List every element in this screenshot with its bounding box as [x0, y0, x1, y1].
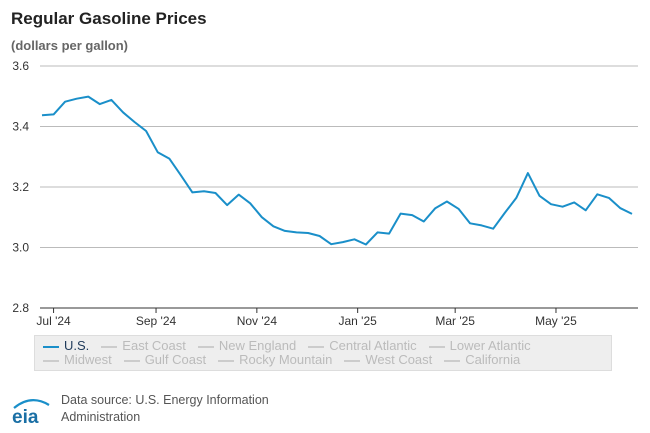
- line-chart: 2.8 3.0 3.2 3.4 3.6 Jul '24 Sep '24 Nov '24 Jan …: [12, 59, 638, 328]
- legend-swatch-icon: [218, 359, 235, 362]
- y-tick-label: 3.6: [12, 59, 29, 73]
- legend-label: New England: [218, 338, 297, 353]
- legend-label: Gulf Coast: [144, 352, 207, 367]
- legend-item-california[interactable]: California: [444, 353, 520, 367]
- y-tick-label: 3.0: [12, 241, 29, 255]
- legend-label: Central Atlantic: [329, 338, 417, 353]
- legend-swatch-icon: [123, 359, 140, 362]
- legend-item-gulf-coast[interactable]: Gulf Coast: [123, 352, 207, 367]
- legend-swatch-icon: [444, 359, 461, 362]
- data-source-text: Data source: U.S. Energy Information Adm…: [61, 393, 269, 424]
- legend-item-new-england[interactable]: New England: [197, 338, 297, 353]
- legend-item-u-s-[interactable]: U.S.: [43, 339, 89, 353]
- legend-item-central-atlantic[interactable]: Central Atlantic: [308, 338, 417, 353]
- legend-item-midwest[interactable]: Midwest: [43, 353, 112, 367]
- legend-item-rocky-mountain[interactable]: Rocky Mountain: [218, 353, 332, 367]
- legend-label: California: [465, 352, 521, 367]
- legend-item-east-coast[interactable]: East Coast: [101, 339, 186, 353]
- legend-swatch-icon: [43, 345, 59, 348]
- chart-legend: U.S. East Coast New England Central Atlanti…: [34, 335, 612, 371]
- eia-logo-icon: eia: [12, 399, 50, 426]
- legend-swatch-icon: [428, 345, 445, 348]
- legend-swatch-icon: [197, 345, 214, 348]
- x-tick-label: Nov '24: [237, 314, 278, 328]
- chart-subtitle: (dollars per gallon): [11, 38, 129, 53]
- series-line-us: [41, 95, 633, 246]
- x-tick-label: Jan '25: [338, 314, 377, 328]
- legend-swatch-icon: [43, 359, 59, 362]
- y-tick-label: 2.8: [12, 301, 29, 315]
- chart-title: Regular Gasoline Prices: [11, 9, 207, 28]
- legend-label: Rocky Mountain: [239, 352, 333, 367]
- legend-swatch-icon: [344, 359, 361, 362]
- svg-text:eia: eia: [12, 407, 39, 426]
- x-tick-label: May '25: [535, 314, 577, 328]
- x-tick-label: Sep '24: [136, 314, 177, 328]
- legend-item-lower-atlantic[interactable]: Lower Atlantic: [428, 338, 531, 353]
- legend-item-west-coast[interactable]: West Coast: [344, 353, 432, 367]
- x-tick-label: Mar '25: [435, 314, 475, 328]
- x-tick-label: Jul '24: [36, 314, 71, 328]
- y-tick-label: 3.4: [12, 120, 29, 134]
- legend-label: Midwest: [64, 352, 112, 367]
- legend-label: Lower Atlantic: [449, 338, 531, 353]
- legend-label: U.S.: [64, 338, 90, 353]
- legend-label: West Coast: [365, 352, 433, 367]
- legend-swatch-icon: [308, 345, 325, 348]
- y-tick-label: 3.2: [12, 180, 29, 194]
- legend-swatch-icon: [101, 345, 118, 348]
- legend-label: East Coast: [122, 338, 186, 353]
